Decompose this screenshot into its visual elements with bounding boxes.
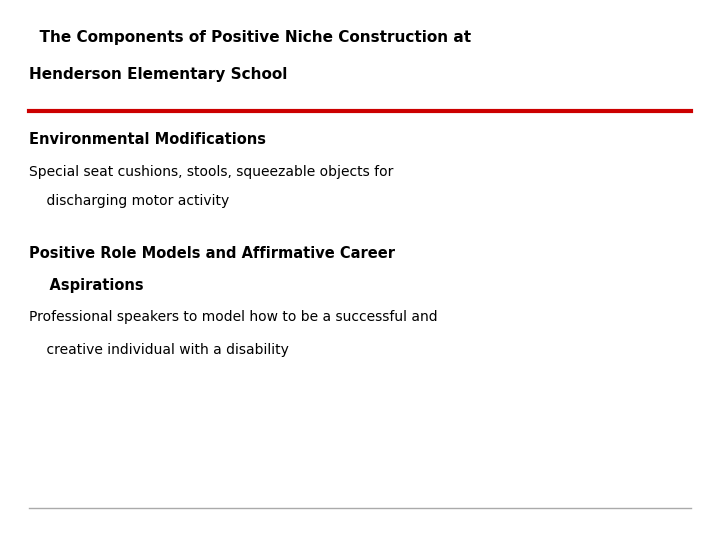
Text: Henderson Elementary School: Henderson Elementary School	[29, 68, 287, 83]
Text: Positive Role Models and Affirmative Career: Positive Role Models and Affirmative Car…	[29, 246, 395, 261]
Text: Aspirations: Aspirations	[29, 278, 143, 293]
Text: Special seat cushions, stools, squeezable objects for: Special seat cushions, stools, squeezabl…	[29, 165, 393, 179]
Text: Environmental Modifications: Environmental Modifications	[29, 132, 266, 147]
Text: creative individual with a disability: creative individual with a disability	[29, 343, 289, 357]
Text: The Components of Positive Niche Construction at: The Components of Positive Niche Constru…	[29, 30, 471, 45]
Text: Professional speakers to model how to be a successful and: Professional speakers to model how to be…	[29, 310, 438, 325]
Text: discharging motor activity: discharging motor activity	[29, 194, 229, 208]
